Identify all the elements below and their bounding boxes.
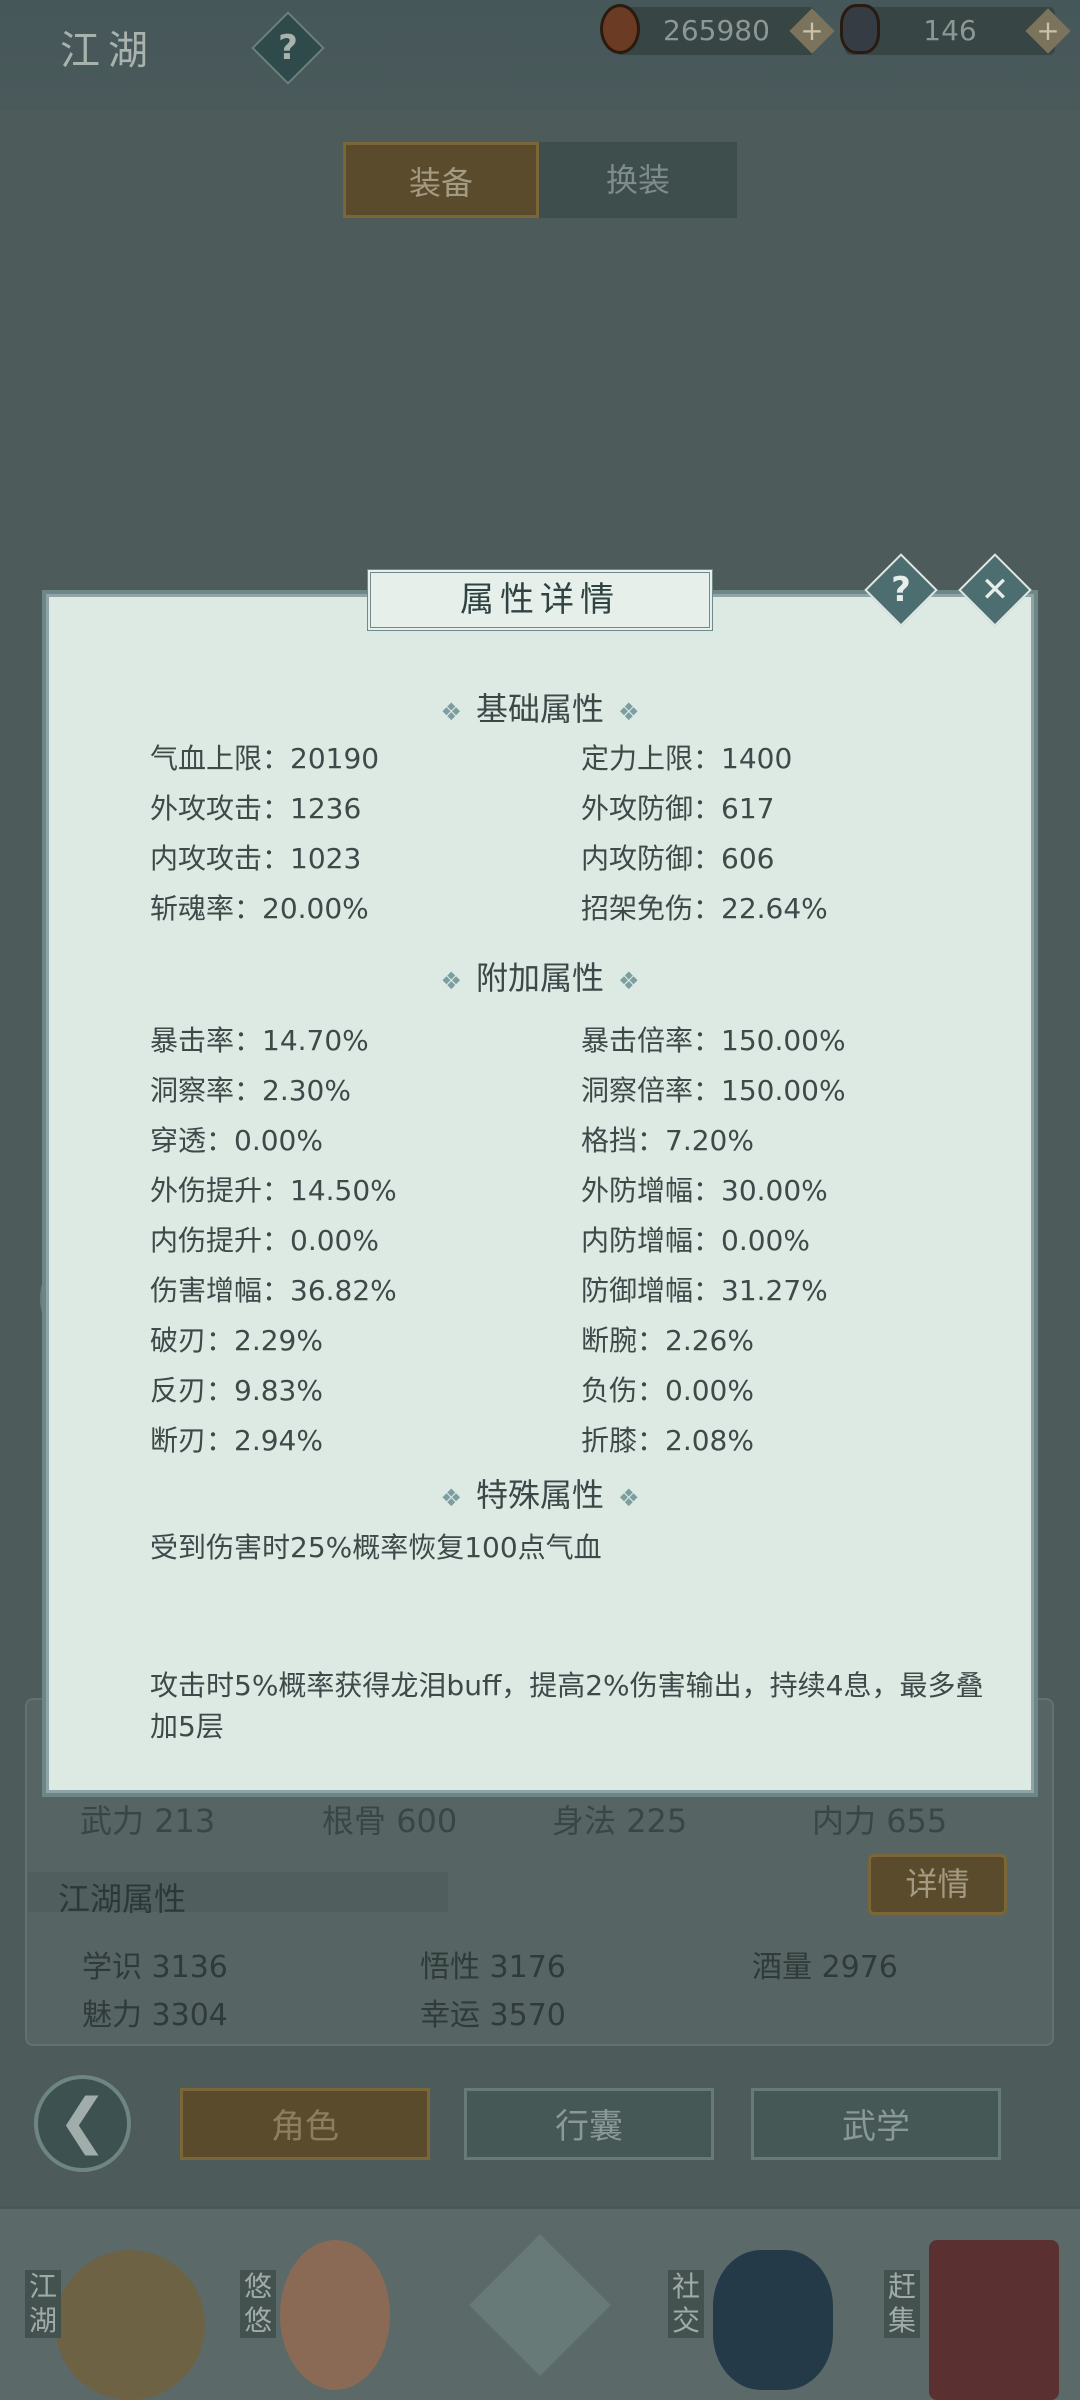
hat-icon (55, 2250, 205, 2400)
copper-coin-icon (600, 4, 640, 54)
attribute-item: 洞察倍率：150.00% (581, 1074, 846, 1107)
stat-meili: 魅力 3304 (82, 1998, 228, 2033)
silver-ingot-icon (840, 4, 880, 54)
attribute-item: 防御增幅：31.27% (581, 1274, 828, 1307)
ornament-icon: ❖ (440, 698, 462, 726)
copper-display: 265980 (615, 7, 815, 55)
tab-equipment[interactable]: 装备 (343, 142, 539, 218)
wave-bowl-icon (713, 2250, 833, 2390)
section-header-text: 特殊属性 (475, 1476, 604, 1514)
attribute-item: 内防增幅：0.00% (581, 1224, 810, 1257)
ornament-icon: ❖ (618, 698, 640, 726)
attribute-item: 穿透：0.00% (150, 1124, 323, 1157)
attribute-item: 定力上限：1400 (581, 742, 793, 775)
attribute-details-dialog (46, 594, 1034, 1793)
ornament-icon: ❖ (618, 967, 640, 995)
basket-icon (929, 2240, 1059, 2400)
nav-bag[interactable]: 行囊 (464, 2088, 714, 2160)
silver-display: 146 (845, 7, 1055, 55)
section-header-text: 基础属性 (475, 690, 604, 728)
plus-icon: + (1036, 14, 1060, 47)
special-attribute-text: 攻击时5%概率获得龙泪buff，提高2%伤害输出，持续4息，最多叠加5层 (150, 1669, 984, 1743)
attribute-item: 断刃：2.94% (150, 1424, 323, 1457)
section-title: 江湖属性 (58, 1880, 187, 1918)
attribute-item: 格挡：7.20% (581, 1124, 754, 1157)
ornament-icon: ❖ (440, 1484, 462, 1512)
stat-wuxing: 悟性 3176 (420, 1950, 566, 1985)
attribute-item: 外伤提升：14.50% (150, 1174, 397, 1207)
special-attributes-header: ❖ 特殊属性 ❖ (46, 1470, 1034, 1516)
question-icon: ? (278, 28, 298, 68)
attribute-item: 伤害增幅：36.82% (150, 1274, 397, 1307)
silver-amount: 146 (923, 14, 977, 47)
nav-character[interactable]: 角色 (180, 2088, 430, 2160)
copper-amount: 265980 (663, 14, 770, 47)
dialog-title: 属性详情 (367, 569, 713, 631)
attribute-item: 外攻攻击：1236 (150, 792, 362, 825)
attribute-item: 气血上限：20190 (150, 742, 380, 775)
back-button[interactable]: ❮ (34, 2075, 131, 2172)
tab-change-outfit[interactable]: 换装 (539, 142, 737, 218)
ornament-icon: ❖ (618, 1484, 640, 1512)
stat-shenfa: 身法 225 (552, 1802, 688, 1840)
attribute-item: 暴击倍率：150.00% (581, 1024, 846, 1057)
attribute-item: 折膝：2.08% (581, 1424, 754, 1457)
section-header-text: 附加属性 (475, 959, 604, 997)
attribute-item: 斩魂率：20.00% (150, 892, 369, 925)
details-button[interactable]: 详情 (868, 1854, 1007, 1915)
stat-jiuliang: 酒量 2976 (752, 1950, 898, 1985)
attribute-item: 负伤：0.00% (581, 1374, 754, 1407)
attribute-item: 外攻防御：617 (581, 792, 775, 825)
extra-attributes-header: ❖ 附加属性 ❖ (46, 953, 1034, 999)
basic-attributes-header: ❖ 基础属性 ❖ (46, 684, 1034, 730)
attribute-item: 破刃：2.29% (150, 1324, 323, 1357)
attribute-item: 反刃：9.83% (150, 1374, 323, 1407)
back-arrow-icon: ❮ (57, 2086, 108, 2156)
stat-neili: 内力 655 (812, 1802, 948, 1840)
stat-xingyun: 幸运 3570 (420, 1998, 566, 2033)
stat-xueshi: 学识 3136 (82, 1950, 228, 1985)
attribute-item: 外防增幅：30.00% (581, 1174, 828, 1207)
add-copper-button[interactable]: + (789, 8, 835, 54)
attribute-item: 内攻攻击：1023 (150, 842, 362, 875)
attribute-item: 内伤提升：0.00% (150, 1224, 379, 1257)
stat-gengu: 根骨 600 (322, 1802, 458, 1840)
attribute-item: 招架免伤：22.64% (581, 892, 828, 925)
attribute-item: 暴击率：14.70% (150, 1024, 369, 1057)
ornament-icon: ❖ (440, 967, 462, 995)
swallow-icon (280, 2240, 390, 2390)
close-icon: ✕ (980, 570, 1010, 610)
add-silver-button[interactable]: + (1025, 8, 1071, 54)
question-icon: ? (891, 570, 911, 610)
page-title: 江湖 (60, 28, 156, 74)
attribute-item: 断腕：2.26% (581, 1324, 754, 1357)
special-attribute-text: 受到伤害时25%概率恢复100点气血 (150, 1531, 602, 1564)
attribute-item: 内攻防御：606 (581, 842, 775, 875)
stat-wuli: 武力 213 (80, 1802, 216, 1840)
nav-martial[interactable]: 武学 (751, 2088, 1001, 2160)
plus-icon: + (800, 14, 824, 47)
attribute-item: 洞察率：2.30% (150, 1074, 351, 1107)
